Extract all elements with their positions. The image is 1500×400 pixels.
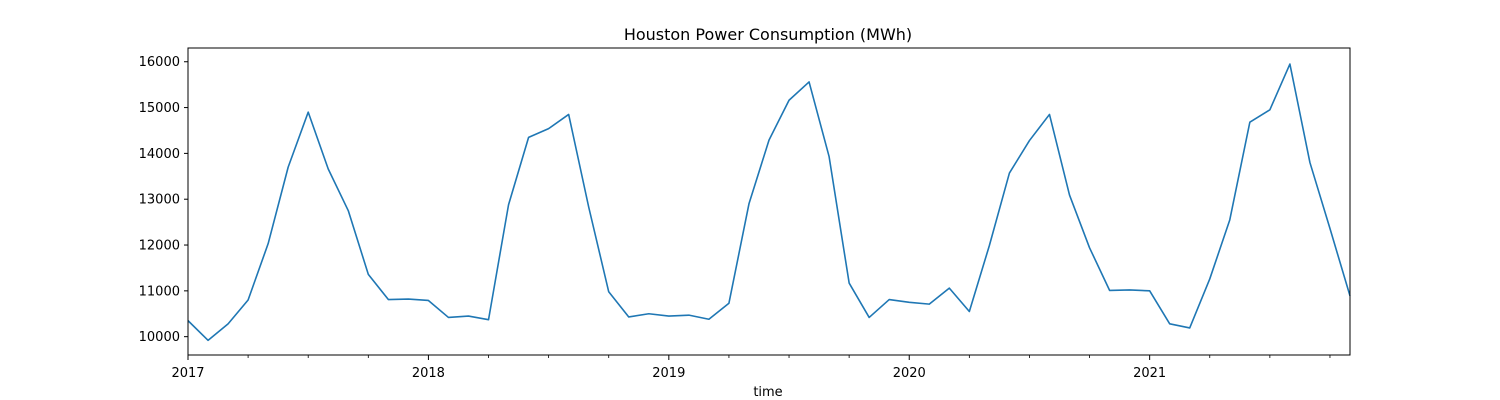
y-axis: 10000 11000 12000 13000 14000 15000 16000 — [139, 55, 188, 345]
x-tick-label: 2019 — [652, 366, 685, 381]
y-tick-label: 12000 — [139, 239, 180, 254]
chart-title: Houston Power Consumption (MWh) — [624, 25, 912, 44]
series-line-0 — [187, 63, 1351, 342]
x-axis-label: time — [753, 385, 782, 400]
y-tick-label: 14000 — [139, 147, 180, 162]
plot-frame — [187, 47, 1351, 356]
x-tick-label: 2017 — [171, 366, 204, 381]
y-tick-label: 16000 — [139, 55, 180, 70]
x-tick-label: 2020 — [893, 366, 926, 381]
x-tick-label: 2021 — [1133, 366, 1166, 381]
y-tick-label: 10000 — [139, 330, 180, 345]
x-axis: 2017 2018 2019 2020 2021 — [171, 355, 1331, 381]
series-layer — [187, 63, 1351, 342]
y-tick-label: 11000 — [139, 284, 180, 299]
y-tick-label: 15000 — [139, 101, 180, 116]
x-tick-label: 2018 — [412, 366, 445, 381]
y-tick-label: 13000 — [139, 193, 180, 208]
